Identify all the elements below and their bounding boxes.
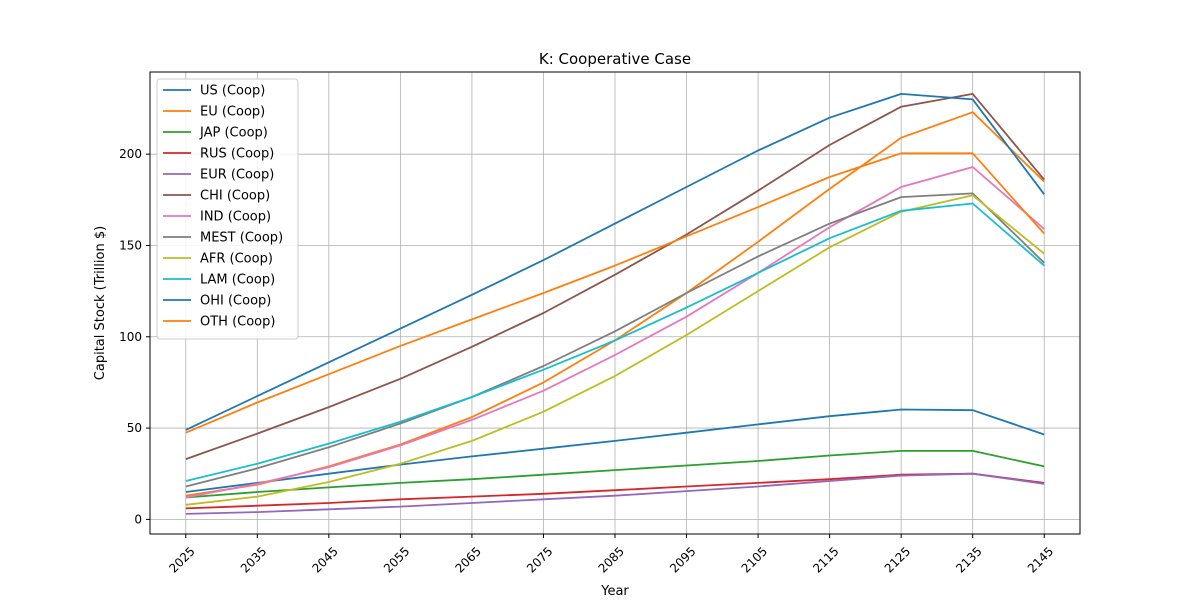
legend-label: OTH (Coop) bbox=[200, 315, 275, 330]
legend-label: JAP (Coop) bbox=[199, 126, 268, 141]
legend-label: US (Coop) bbox=[200, 84, 265, 99]
y-tick-label: 150 bbox=[119, 238, 142, 252]
y-tick-label: 200 bbox=[119, 147, 142, 161]
series-line-7 bbox=[185, 192, 1045, 488]
series-line-2 bbox=[185, 449, 1045, 499]
legend-label: IND (Coop) bbox=[200, 210, 271, 225]
series-line-6 bbox=[185, 166, 1045, 499]
legend-label: MEST (Coop) bbox=[200, 231, 283, 246]
series-line-5 bbox=[185, 93, 1045, 460]
y-tick-label: 100 bbox=[119, 330, 142, 344]
legend-label: RUS (Coop) bbox=[200, 147, 274, 162]
legend-label: LAM (Coop) bbox=[200, 273, 275, 288]
y-tick-label: 50 bbox=[127, 421, 142, 435]
series-line-0 bbox=[185, 408, 1045, 493]
series-line-4 bbox=[185, 472, 1045, 515]
legend-label: AFR (Coop) bbox=[200, 252, 273, 267]
legend-label: OHI (Coop) bbox=[200, 294, 271, 309]
legend: US (Coop) EU (Coop) JAP (Coop) RUS (Coop) EU… bbox=[156, 78, 299, 340]
series-line-11 bbox=[185, 152, 1045, 434]
legend-box bbox=[156, 78, 299, 340]
series-lines bbox=[185, 93, 1045, 515]
series-line-10 bbox=[185, 93, 1045, 431]
x-axis-title: Year bbox=[600, 584, 629, 599]
legend-label: CHI (Coop) bbox=[200, 189, 270, 204]
chart-title: K: Cooperative Case bbox=[539, 50, 691, 68]
legend-label: EU (Coop) bbox=[200, 105, 265, 120]
y-axis-title: Capital Stock (Trillion $) bbox=[93, 226, 108, 380]
legend-label: EUR (Coop) bbox=[200, 168, 274, 183]
grid-lines bbox=[150, 72, 1080, 534]
series-line-9 bbox=[185, 202, 1045, 482]
y-tick-label: 0 bbox=[134, 512, 142, 526]
